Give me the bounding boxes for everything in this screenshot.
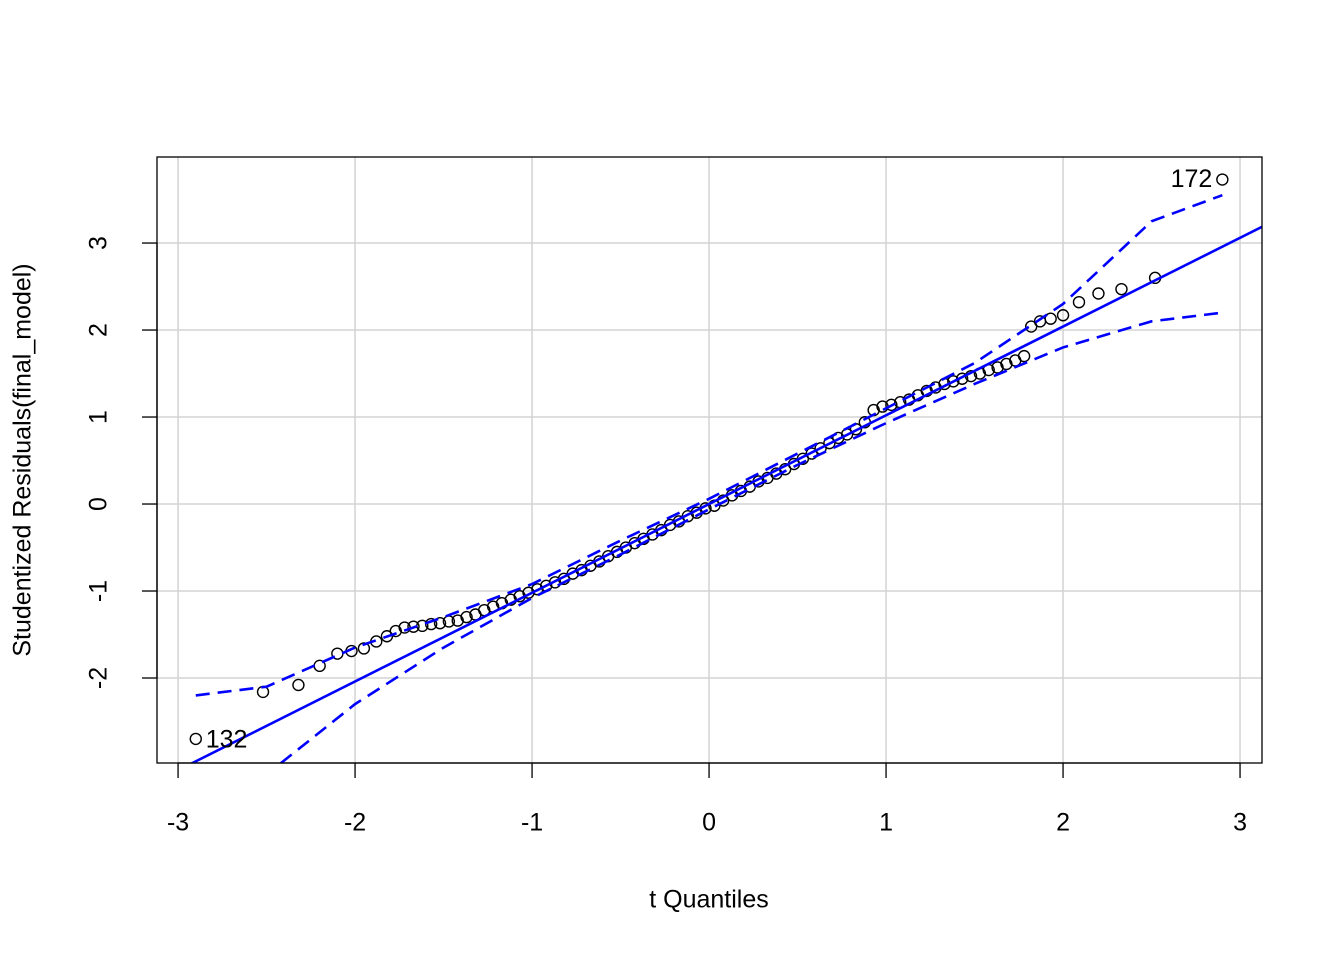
point	[433, 617, 447, 630]
plot-area	[189, 173, 1262, 763]
y-axis-label: Studentized Residuals(final_model)	[9, 263, 37, 656]
point	[1024, 320, 1038, 333]
point	[885, 398, 898, 412]
point	[357, 642, 371, 655]
point	[189, 732, 202, 746]
plot-frame	[156, 156, 1263, 764]
point	[1216, 173, 1229, 186]
point-label: 132	[206, 726, 248, 754]
point	[460, 610, 473, 624]
confidence-band	[195, 193, 1223, 697]
x-tick-label: 0	[702, 809, 716, 837]
x-tick-label: -3	[167, 809, 189, 837]
point	[1017, 349, 1031, 363]
point-label: 172	[1171, 165, 1213, 193]
point	[1092, 287, 1105, 300]
confidence-band	[279, 311, 1223, 763]
point	[380, 630, 394, 643]
point	[1072, 295, 1086, 309]
x-tick-label: -1	[521, 809, 543, 837]
y-tick-label: -2	[85, 667, 113, 689]
reference-line	[189, 225, 1262, 763]
point	[805, 447, 818, 460]
point	[1056, 309, 1070, 322]
y-tick-label: 0	[85, 497, 113, 511]
x-axis-label: t Quantiles	[649, 886, 769, 914]
point	[947, 375, 960, 388]
y-tick-label: 3	[85, 236, 113, 250]
point	[292, 678, 305, 692]
point	[1115, 282, 1128, 296]
x-tick-label: 3	[1233, 809, 1247, 837]
y-tick-label: -1	[85, 580, 113, 602]
y-tick-label: 2	[85, 323, 113, 337]
y-tick-label: 1	[85, 410, 113, 424]
x-tick-label: 1	[879, 809, 893, 837]
point	[407, 620, 420, 633]
point	[1044, 312, 1057, 325]
x-tick-label: 2	[1056, 809, 1070, 837]
x-tick-label: -2	[344, 809, 366, 837]
